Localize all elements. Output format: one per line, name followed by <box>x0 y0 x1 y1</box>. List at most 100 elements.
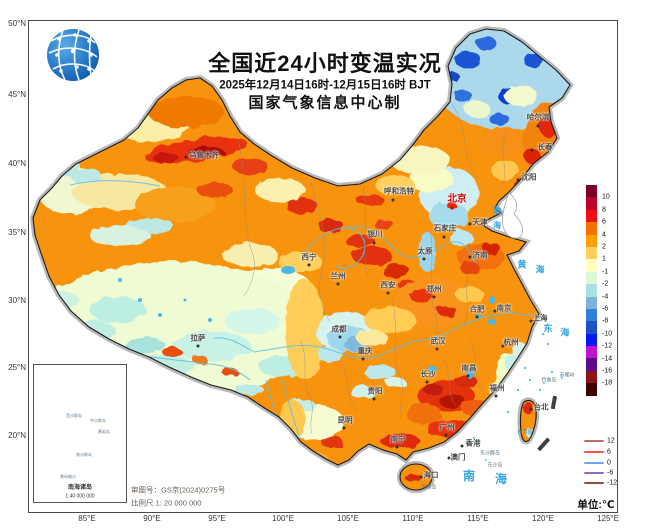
city-label: 合肥 <box>469 304 485 314</box>
city-label: 福州 <box>489 383 505 393</box>
city-label: 太原 <box>417 246 433 256</box>
city-marker-dot <box>444 433 448 437</box>
city-marker-dot <box>435 347 439 351</box>
temperature-colorbar-legend: 10 8 6 4 2 1 -1 -2 -4 -6 -8 -10 -12 -14 -16 -18 <box>586 185 612 396</box>
city-label: 香港 <box>465 438 481 448</box>
island-name-label: 钓鱼岛 <box>541 377 557 384</box>
island-name-label: 东沙群岛 <box>479 450 501 457</box>
lon-axis-label: 110°E <box>402 514 424 523</box>
legend-boundary-label: 6 <box>602 218 606 226</box>
city-label: 济南 <box>472 250 488 260</box>
unit-label: 单位:℃ <box>577 498 615 511</box>
city-label: 乌鲁木齐 <box>189 150 219 160</box>
city-label: 海口 <box>423 470 439 480</box>
city-label: 贵阳 <box>367 386 383 396</box>
city-marker-dot <box>530 148 534 152</box>
city-label: 重庆 <box>357 346 373 356</box>
city-marker-dot <box>432 295 436 299</box>
lat-axis-label: 20°N <box>8 431 26 440</box>
lon-axis-label: 120°E <box>532 514 554 523</box>
legend-boundary-label: -12 <box>602 342 613 350</box>
city-marker-dot <box>536 124 540 128</box>
legend-boundary-label: -18 <box>602 379 613 387</box>
city-label: 昆明 <box>337 415 353 425</box>
sea-name-label: 海 <box>494 472 508 486</box>
lon-axis-label: 85°E <box>78 514 96 523</box>
city-label: 石家庄 <box>433 223 457 233</box>
city-label: 长春 <box>537 142 553 152</box>
lon-axis-label: 90°E <box>143 514 161 523</box>
city-label: 兰州 <box>330 271 346 281</box>
sea-name-label: 海 <box>560 327 570 338</box>
city-marker-dot <box>307 263 311 267</box>
lon-axis-label: 100°E <box>272 514 294 523</box>
isoline-label: 6 <box>607 448 611 456</box>
legend-boundary-label: -10 <box>602 330 613 338</box>
legend-swatch <box>586 308 597 322</box>
isoline-label: 0 <box>607 459 611 467</box>
lon-axis-label: 105°E <box>337 514 359 523</box>
city-marker-dot <box>361 357 365 361</box>
city-marker-dot <box>336 282 340 286</box>
legend-boundary-label: -8 <box>602 317 609 325</box>
island-name-label: 海南岛 <box>421 484 437 491</box>
city-label: 广州 <box>439 422 455 432</box>
lat-axis-label: 40°N <box>8 159 26 168</box>
city-label: 杭州 <box>503 337 519 347</box>
legend-swatch <box>586 185 597 198</box>
city-label: 南昌 <box>461 363 477 373</box>
city-marker-dot <box>475 315 479 319</box>
city-marker-dot <box>501 344 505 348</box>
city-marker-dot <box>372 397 376 401</box>
city-label: 西宁 <box>301 252 317 262</box>
inset-island-label: 黄岩岛 <box>98 429 110 434</box>
lon-axis-label: 95°E <box>208 514 226 523</box>
city-label: 拉萨 <box>190 333 206 343</box>
legend-swatch <box>586 271 597 285</box>
legend-boundary-label: -2 <box>602 280 609 288</box>
isoline-label: 12 <box>607 437 615 445</box>
island-name-label: 赤尾屿 <box>559 372 575 379</box>
city-label: 台北 <box>533 402 549 412</box>
city-marker-dot <box>395 445 399 449</box>
legend-swatch <box>586 234 597 247</box>
sea-name-label: 南 <box>462 469 476 483</box>
city-label: 银川 <box>367 229 383 239</box>
city-marker-dot <box>450 206 454 210</box>
inset-title: 南海诸岛 <box>67 485 93 491</box>
legend-boundary-label: -16 <box>602 367 613 375</box>
inset-island-label: 曾母暗沙 <box>60 474 76 479</box>
legend-boundary-label: 4 <box>602 231 606 239</box>
sea-name-label: 海 <box>535 264 545 275</box>
city-label: 澳门 <box>450 452 466 462</box>
city-marker-dot <box>468 255 472 259</box>
city-marker-dot <box>447 456 451 460</box>
map-title: 全国近24小时变温实况 <box>208 51 442 76</box>
city-label: 哈尔滨 <box>526 112 550 122</box>
lat-axis-label: 35°N <box>8 228 26 237</box>
legend-boundary-label: -6 <box>602 305 609 313</box>
legend-swatch <box>586 383 597 396</box>
city-marker-dot <box>422 257 426 261</box>
legend-boundary-label: -14 <box>602 355 613 363</box>
city-marker-dot <box>342 426 346 430</box>
map-approval-number: 审图号：GS京(2024)0275号 <box>131 485 226 495</box>
legend-boundary-label: 1 <box>602 255 606 263</box>
island-name-label: 台湾岛 <box>517 429 533 436</box>
lat-axis-label: 30°N <box>8 296 26 305</box>
city-marker-dot <box>468 222 472 226</box>
city-marker-dot <box>184 155 188 159</box>
city-label: 南宁 <box>390 434 406 444</box>
legend-swatch <box>586 222 597 235</box>
isoline-sample <box>584 462 604 464</box>
lon-axis-label: 125°E <box>597 514 619 523</box>
inset-island-label: 南沙群岛 <box>76 452 92 457</box>
legend-swatch <box>586 346 597 359</box>
city-marker-dot <box>529 407 533 411</box>
legend-swatch <box>586 209 597 223</box>
legend-swatch <box>586 370 597 384</box>
sea-name-label: 黄 <box>517 259 527 270</box>
isoline-sample <box>584 482 604 484</box>
city-label: 沈阳 <box>521 172 537 182</box>
